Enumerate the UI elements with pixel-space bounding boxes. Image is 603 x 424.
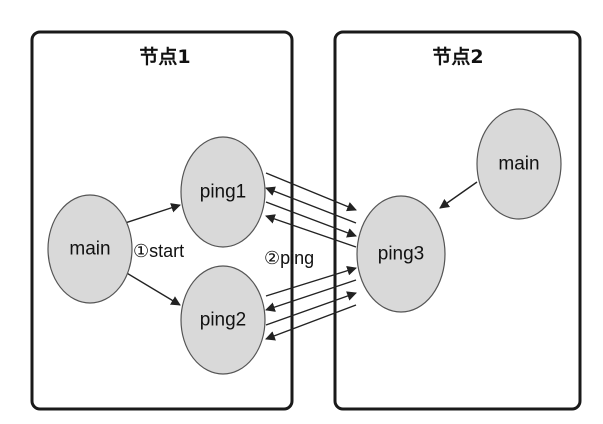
start-label: ①start	[133, 241, 184, 261]
message-arrow	[265, 214, 357, 248]
message-arrow	[265, 291, 357, 326]
node-main-2-label: main	[498, 154, 539, 175]
message-arrow	[265, 186, 357, 224]
edge-main-to-ping1	[124, 203, 181, 224]
node-ping3: ping3	[356, 195, 446, 313]
node-main-1-label: main	[69, 239, 110, 260]
edge-main-to-ping3	[439, 181, 478, 209]
message-arrow	[265, 265, 357, 297]
node-ping1: ping1	[180, 136, 266, 248]
edge-main-to-ping2	[124, 271, 181, 306]
ping1-ping3-messages	[265, 172, 357, 248]
node1-title: 节点1	[139, 46, 190, 68]
node-main-2: main	[476, 108, 562, 220]
message-arrow	[265, 201, 357, 238]
ping2-ping3-messages	[265, 265, 357, 341]
message-arrow	[265, 172, 357, 212]
ping-label: ②ping	[264, 248, 314, 268]
node-ping2-label: ping2	[200, 310, 247, 331]
message-arrow	[265, 279, 357, 312]
message-arrow	[265, 304, 357, 341]
node-ping3-label: ping3	[378, 244, 425, 265]
node-main-1: main	[47, 194, 133, 304]
node2-title: 节点2	[432, 46, 483, 68]
node-ping1-label: ping1	[200, 182, 247, 203]
node-ping2: ping2	[180, 265, 266, 375]
